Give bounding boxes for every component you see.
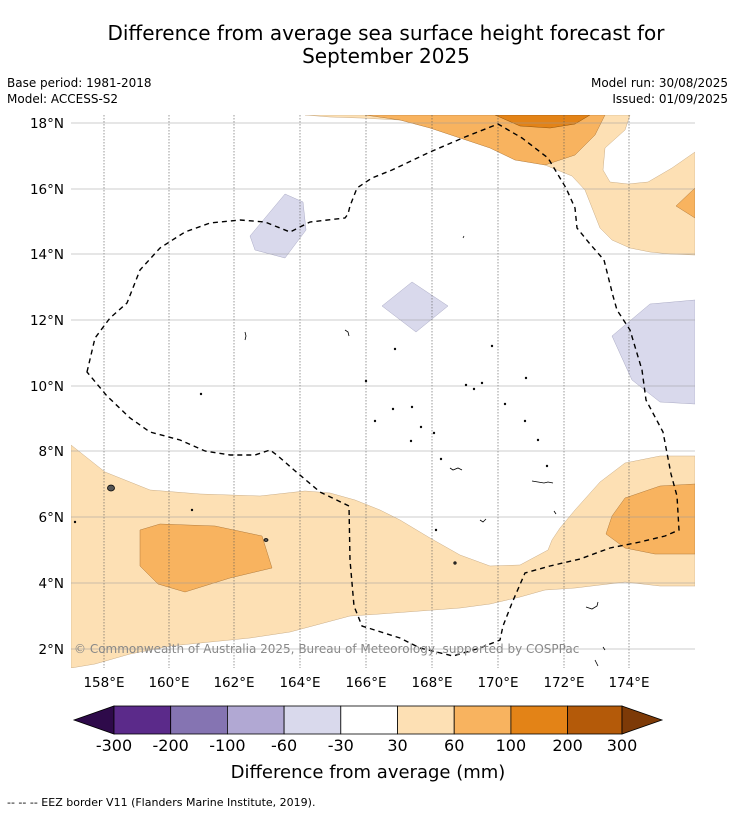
colorbar-tick-label: -100 [209, 736, 245, 755]
y-tick-label: 6°N [39, 510, 64, 526]
y-tick-label: 2°N [39, 642, 64, 658]
model-run: Model run: 30/08/2025 [590, 76, 728, 90]
map-plot-area: © Commonwealth of Australia 2025, Bureau… [71, 115, 695, 668]
eez-footnote: -- -- -- EEZ border V11 (Flanders Marine… [7, 796, 316, 809]
contour-30-60-south [71, 444, 695, 668]
x-tick-label: 162°E [213, 675, 254, 691]
title-line-2: September 2025 [302, 44, 470, 68]
colorbar-swatch [397, 705, 455, 735]
contour-60-100-west [139, 523, 273, 593]
colorbar [72, 705, 664, 735]
x-tick-label: 160°E [148, 675, 189, 691]
x-tick-label: 164°E [279, 675, 320, 691]
colorbar-swatch [340, 705, 398, 735]
colorbar-title: Difference from average (mm) [231, 762, 506, 783]
y-tick-label: 16°N [30, 182, 64, 198]
eez-border [86, 123, 680, 657]
contour-neg-b [381, 281, 449, 333]
contour-60-100-east [605, 483, 695, 555]
issued-date: Issued: 01/09/2025 [612, 92, 728, 106]
colorbar-tick-label: -300 [96, 736, 132, 755]
meta-left: Base period: 1981-2018 Model: ACCESS-S2 [7, 75, 152, 107]
colorbar-extend-low [72, 705, 115, 735]
colorbar-tick-label: 200 [552, 736, 583, 755]
x-tick-label: 172°E [543, 675, 584, 691]
colorbar-tick-label: -60 [271, 736, 297, 755]
base-period: Base period: 1981-2018 [7, 76, 152, 90]
colorbar-tick-label: 30 [387, 736, 407, 755]
colorbar-swatch [170, 705, 228, 735]
islands [73, 235, 606, 667]
contour-neg-c [611, 299, 695, 405]
colorbar-swatch [510, 705, 568, 735]
colorbar-tick-label: 100 [496, 736, 527, 755]
meta-right: Model run: 30/08/2025 Issued: 01/09/2025 [591, 75, 728, 107]
contour-100-200-north [494, 115, 591, 129]
colorbar-extend-high [621, 705, 664, 735]
x-tick-label: 174°E [608, 675, 649, 691]
chart-title: Difference from average sea surface heig… [0, 22, 736, 68]
colorbar-swatch [283, 705, 342, 735]
x-tick-label: 168°E [411, 675, 452, 691]
y-tick-label: 18°N [30, 116, 64, 132]
contour-neg-a [249, 193, 307, 259]
y-tick-label: 10°N [30, 379, 64, 395]
colorbar-tick-label: 300 [607, 736, 638, 755]
colorbar-swatch [453, 705, 512, 735]
gridlines-lat [71, 122, 695, 650]
y-tick-label: 4°N [39, 576, 64, 592]
model-name: Model: ACCESS-S2 [7, 92, 119, 106]
x-tick-label: 158°E [83, 675, 124, 691]
colorbar-tick-label: 60 [444, 736, 464, 755]
y-tick-label: 8°N [39, 444, 64, 460]
y-axis: 18°N 16°N 14°N 12°N 10°N 8°N 6°N 4°N 2°N [30, 116, 64, 658]
x-tick-label: 170°E [477, 675, 518, 691]
y-tick-label: 12°N [30, 313, 64, 329]
colorbar-tick-label: -200 [153, 736, 189, 755]
x-axis: 158°E 160°E 162°E 164°E 166°E 168°E 170°… [83, 675, 649, 691]
title-line-1: Difference from average sea surface heig… [107, 21, 665, 45]
colorbar-ticks: -300 -200 -100 -60 -30 30 60 100 200 300 [96, 736, 637, 755]
copyright-notice: © Commonwealth of Australia 2025, Bureau… [74, 642, 579, 656]
colorbar-swatch [226, 705, 285, 735]
colorbar-swatch [567, 705, 623, 735]
contour-60-100-east-top [675, 187, 695, 219]
x-tick-label: 166°E [345, 675, 386, 691]
y-tick-label: 14°N [30, 247, 64, 263]
colorbar-swatch [113, 705, 172, 735]
colorbar-tick-label: -30 [328, 736, 354, 755]
